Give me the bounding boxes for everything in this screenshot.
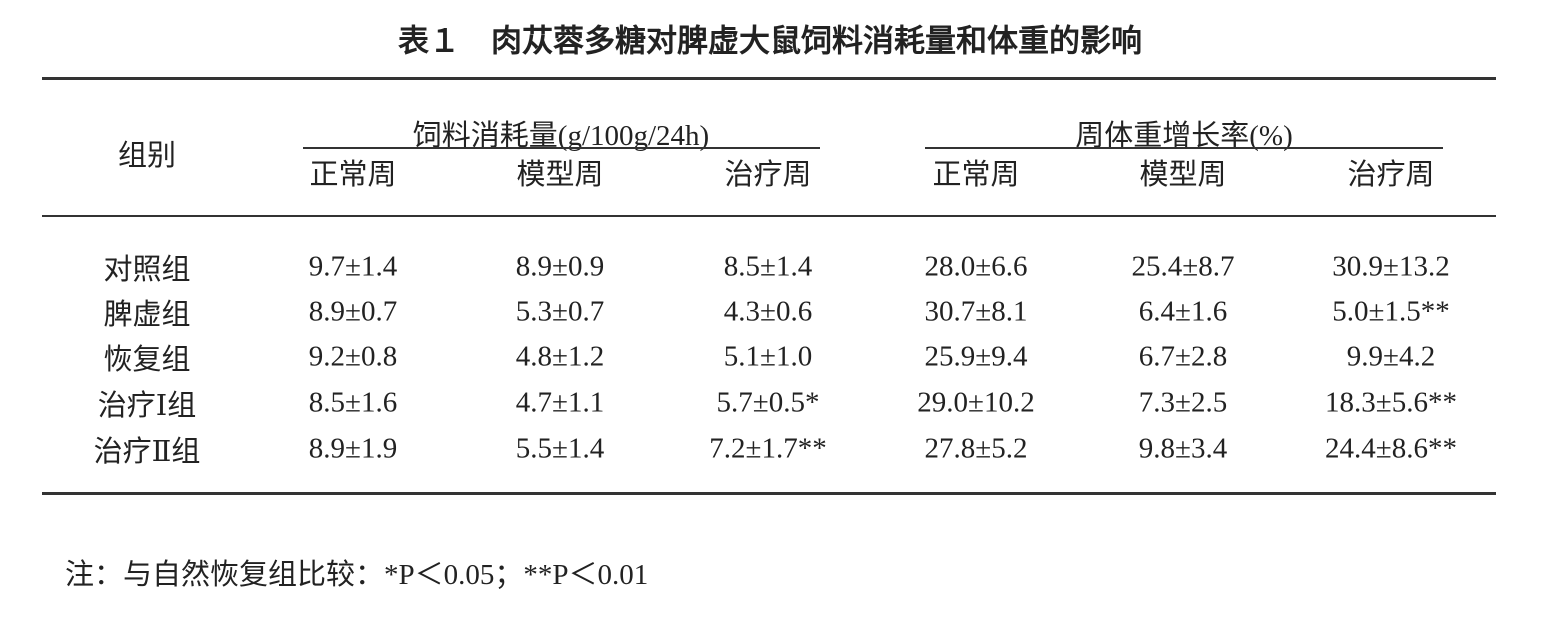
table-cell: 29.0±10.2: [917, 386, 1035, 419]
column-header: 治疗周: [1347, 159, 1435, 191]
table-cell: 27.8±5.2: [924, 432, 1028, 465]
column-header: 正常周: [932, 159, 1020, 191]
group-header: 饲料消耗量(g/100g/24h): [412, 120, 710, 152]
table-cell: 6.7±2.8: [1138, 340, 1228, 373]
table-cell: 8.9±0.9: [515, 250, 605, 283]
table-cell: 4.7±1.1: [515, 386, 605, 419]
table-note: 注：与自然恢复组比较：*P＜0.05；**P＜0.01: [65, 559, 649, 591]
group-rule: [303, 147, 820, 149]
table-cell: 5.3±0.7: [515, 295, 605, 328]
table-cell: 30.7±8.1: [924, 295, 1028, 328]
table-cell: 24.4±8.6**: [1325, 432, 1457, 465]
table-cell: 5.7±0.5*: [716, 386, 820, 419]
table-cell: 8.5±1.4: [723, 250, 813, 283]
table-cell: 9.9±4.2: [1346, 340, 1436, 373]
column-header: 模型周: [516, 159, 604, 191]
table-cell: 4.8±1.2: [515, 340, 605, 373]
column-header: 正常周: [309, 159, 397, 191]
mid-rule: [42, 215, 1496, 217]
row-label: 脾虚组: [103, 299, 191, 331]
table-cell: 5.1±1.0: [723, 340, 813, 373]
row-label: 对照组: [103, 254, 191, 286]
table-cell: 9.8±3.4: [1138, 432, 1228, 465]
table-cell: 25.9±9.4: [924, 340, 1028, 373]
table-cell: 28.0±6.6: [924, 250, 1028, 283]
table-cell: 8.9±1.9: [308, 432, 398, 465]
table-title: 表１ 肉苁蓉多糖对脾虚大鼠饲料消耗量和体重的影响: [398, 23, 1142, 60]
column-header: 治疗周: [724, 159, 812, 191]
top-rule: [42, 77, 1496, 80]
table-cell: 8.9±0.7: [308, 295, 398, 328]
row-header: 组别: [117, 140, 177, 172]
table-cell: 7.2±1.7**: [709, 432, 827, 465]
table-cell: 5.0±1.5**: [1332, 295, 1450, 328]
table-cell: 6.4±1.6: [1138, 295, 1228, 328]
bottom-rule: [42, 492, 1496, 495]
table-cell: 25.4±8.7: [1131, 250, 1235, 283]
table-cell: 5.5±1.4: [515, 432, 605, 465]
table-cell: 9.7±1.4: [308, 250, 398, 283]
row-label: 治疗Ⅱ组: [93, 436, 201, 468]
table-cell: 7.3±2.5: [1138, 386, 1228, 419]
row-label: 治疗Ⅰ组: [97, 390, 197, 422]
table-cell: 8.5±1.6: [308, 386, 398, 419]
table-cell: 18.3±5.6**: [1325, 386, 1457, 419]
group-header: 周体重增长率(%): [1075, 120, 1293, 152]
table-cell: 30.9±13.2: [1332, 250, 1450, 283]
table-cell: 9.2±0.8: [308, 340, 398, 373]
column-header: 模型周: [1139, 159, 1227, 191]
group-rule: [925, 147, 1443, 149]
table-cell: 4.3±0.6: [723, 295, 813, 328]
row-label: 恢复组: [103, 344, 191, 376]
